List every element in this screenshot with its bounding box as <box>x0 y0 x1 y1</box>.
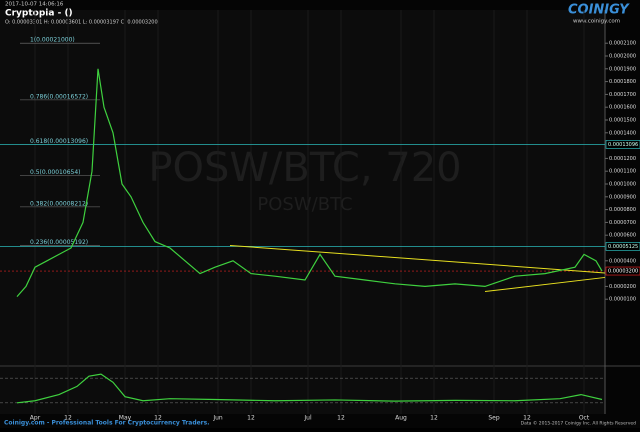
y-tick-label: 0.0000800 <box>609 207 636 213</box>
fib-label: 0.382(0.00008212) <box>30 200 88 207</box>
price-tag-label: 0.00003200 <box>608 269 638 275</box>
x-tick-label: Apr <box>30 415 41 422</box>
y-tick-label: 0.0000100 <box>609 297 636 303</box>
y-tick-label: 0.0001900 <box>609 66 636 72</box>
ohlc: O: 0.00003301 H: 0.00003601 L: 0.0000319… <box>5 20 158 26</box>
y-tick-label: 0.0002100 <box>609 41 636 47</box>
x-tick-label: 12 <box>154 415 162 422</box>
x-tick-label: Aug <box>395 415 407 422</box>
price-line <box>16 68 603 298</box>
y-tick-label: 0.0000600 <box>609 233 636 239</box>
y-tick-label: 0.0001700 <box>609 92 636 98</box>
timestamp: 2017-10-07 14:06:16 <box>5 2 64 8</box>
y-tick-label: 0.0001800 <box>609 79 636 85</box>
x-tick-label: 12 <box>523 415 531 422</box>
price-panel <box>0 10 605 365</box>
watermark: POSW/BTC, 720 <box>148 145 461 191</box>
fib-label: 0.5(0.00010654) <box>30 169 81 176</box>
price-tag <box>605 140 640 149</box>
y-tick-label: 0.0001400 <box>609 130 636 136</box>
exchange: Cryptopia - () <box>5 9 73 19</box>
x-tick-label: Sep <box>488 415 500 422</box>
y-tick-label: 0.0001600 <box>609 105 636 111</box>
y-tick-label: 0.0001200 <box>609 156 636 162</box>
trendline <box>484 276 606 293</box>
oscillator-panel <box>0 367 605 414</box>
logo: COINIGY <box>568 3 630 18</box>
price-tag-label: 0.00005125 <box>608 244 638 250</box>
fib-label: 0.236(0.00005192) <box>30 239 88 246</box>
y-tick-label: 0.0000200 <box>609 284 636 290</box>
x-tick-label: Oct <box>579 415 590 422</box>
fib-label: 0.786(0.00016572) <box>30 93 88 100</box>
x-tick-label: May <box>119 415 132 422</box>
footer-right: Data © 2015-2017 Coinigy Inc. All Rights… <box>521 420 636 427</box>
fib-label: 1(0.00021000) <box>30 37 75 44</box>
x-tick-label: 12 <box>247 415 255 422</box>
x-tick-label: 12 <box>337 415 345 422</box>
price-tag-label: 0.00013096 <box>608 142 638 148</box>
logo-url: www.coinigy.com <box>573 19 620 25</box>
fib-label: 0.618(0.00013096) <box>30 138 88 145</box>
y-tick-label: 0.0001000 <box>609 182 636 188</box>
price-tag <box>605 242 640 251</box>
x-tick-label: Jul <box>303 415 312 422</box>
price-tag <box>605 266 640 276</box>
watermark-sub: POSW/BTC <box>257 194 352 215</box>
y-tick-label: 0.0001500 <box>609 118 636 124</box>
y-tick-label: 0.0002000 <box>609 54 636 60</box>
y-tick-label: 0.0000700 <box>609 220 636 226</box>
trendline <box>229 244 606 274</box>
y-tick-label: 0.0001100 <box>609 169 636 175</box>
price-line <box>16 373 603 404</box>
x-tick-label: Jun <box>212 415 223 422</box>
y-tick-label: 0.0000400 <box>609 258 636 264</box>
footer-left: Coinigy.com - Professional Tools For Cry… <box>4 420 210 427</box>
x-tick-label: 12 <box>430 415 438 422</box>
x-tick-label: 12 <box>64 415 72 422</box>
y-tick-label: 0.0000900 <box>609 194 636 200</box>
